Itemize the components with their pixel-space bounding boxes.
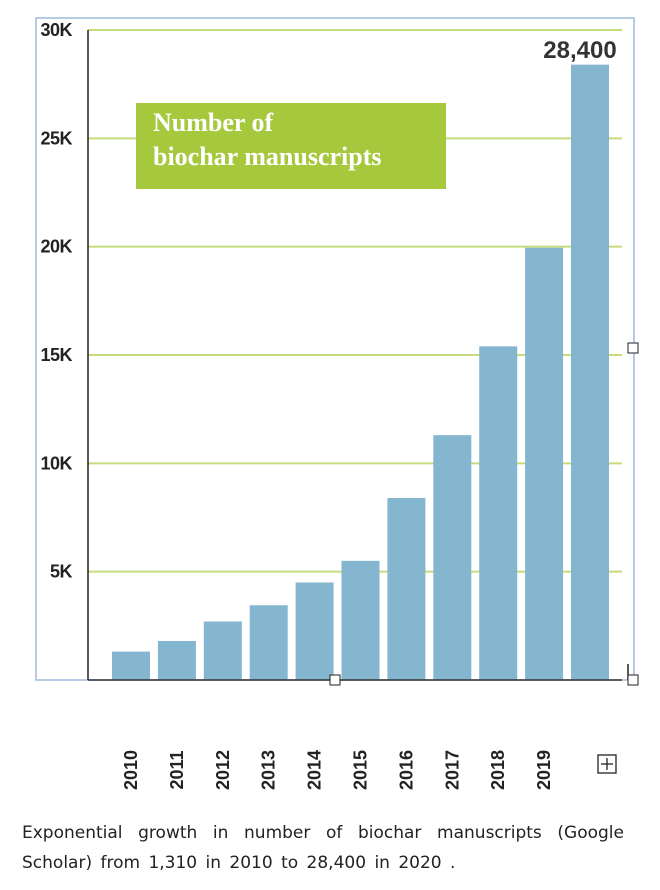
x-tick-labels: 2010 2011 2012 2013 2014 2015 2016 2017 2018 2019 [121, 750, 554, 790]
y-tick-label: 30K [40, 20, 72, 40]
y-tick-label: 25K [40, 128, 72, 148]
x-tick-label: 2016 [396, 750, 416, 790]
y-tick-label: 5K [50, 562, 73, 582]
x-tick-label: 2011 [167, 750, 187, 789]
x-tick-label: 2019 [534, 750, 554, 790]
figure-caption: Exponential growth in number of biochar … [22, 823, 624, 873]
x-tick-label: 2013 [259, 750, 279, 790]
bar[interactable] [387, 498, 426, 680]
peak-value-label: 28,400 [543, 37, 616, 64]
y-tick-label: 20K [40, 237, 72, 257]
resize-handle-right[interactable] [627, 342, 639, 354]
y-tick-labels: 5K 10K 15K 20K 25K 30K [40, 20, 73, 582]
bar[interactable] [479, 346, 518, 680]
resize-handle-bottom[interactable] [329, 674, 341, 686]
resize-handle-bottom-right[interactable] [627, 674, 639, 686]
bars [112, 64, 609, 681]
chart-elements-plus-icon[interactable] [597, 754, 617, 774]
chart-title-line-2: biochar manuscripts [153, 142, 382, 171]
chart-title-box[interactable]: Number of biochar manuscripts [136, 103, 446, 189]
bar[interactable] [433, 435, 472, 680]
x-tick-label: 2015 [351, 750, 371, 790]
bar[interactable] [341, 560, 380, 680]
bar[interactable] [157, 641, 196, 680]
bar[interactable] [525, 247, 564, 680]
x-tick-label: 2012 [213, 750, 233, 790]
y-tick-label: 15K [40, 345, 72, 365]
y-tick-label: 10K [40, 453, 72, 473]
bar[interactable] [249, 605, 288, 680]
bar[interactable] [295, 582, 334, 681]
chart-title-line-1: Number of [153, 108, 273, 137]
bar[interactable] [203, 621, 242, 681]
x-tick-label: 2018 [488, 750, 508, 790]
x-tick-label: 2014 [305, 750, 325, 790]
bar[interactable] [112, 651, 150, 680]
x-tick-label: 2017 [442, 750, 462, 790]
chart-title-background [136, 103, 446, 189]
bar[interactable] [571, 64, 609, 680]
x-tick-label: 2010 [121, 750, 141, 790]
